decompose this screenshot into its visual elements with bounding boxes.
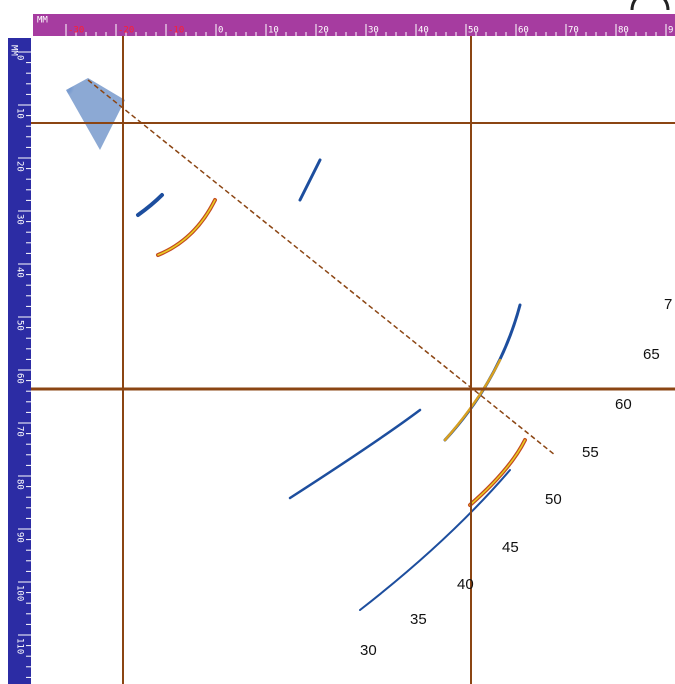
angle-label: 65 (643, 346, 660, 363)
angle-label: 7 (664, 296, 672, 313)
angle-label: 40 (457, 576, 474, 593)
corner-icon (632, 0, 668, 10)
ruler-label: 20 (15, 161, 25, 172)
ruler-label: 30 (15, 214, 25, 225)
ruler-label: 70 (15, 426, 25, 437)
ruler-label: 60 (518, 26, 529, 36)
sector-scan (66, 78, 662, 632)
ruler-label: 110 (15, 638, 25, 654)
sscan-view: MM-30-20-10010203040506070809 MM01020304… (0, 0, 675, 684)
angle-label: 50 (545, 491, 562, 508)
ruler-label: 90 (15, 532, 25, 543)
angle-label: 30 (360, 642, 377, 659)
ruler-label: 9 (668, 26, 673, 36)
angle-label: 35 (410, 611, 427, 628)
ruler-label: 30 (368, 26, 379, 36)
ruler-label: 40 (418, 26, 429, 36)
ruler-label: 50 (468, 26, 479, 36)
ruler-label: 10 (15, 108, 25, 119)
ruler-label: 40 (15, 267, 25, 278)
ruler-label: 0 (15, 55, 25, 60)
ruler-label: 80 (15, 479, 25, 490)
angle-label: 45 (502, 539, 519, 556)
ruler-label: 80 (618, 26, 629, 36)
ruler-label: 60 (15, 373, 25, 384)
ruler-label: 50 (15, 320, 25, 331)
ruler-label: -20 (118, 26, 134, 36)
angle-label: 60 (615, 396, 632, 413)
ruler-label: 10 (268, 26, 279, 36)
ruler-label: 100 (15, 585, 25, 601)
ruler-label: 20 (318, 26, 329, 36)
angle-label: 55 (582, 444, 599, 461)
ruler-label: -10 (168, 26, 184, 36)
ruler-label: -30 (68, 26, 84, 36)
ruler-label: 70 (568, 26, 579, 36)
ruler-label: 0 (218, 26, 223, 36)
ruler-unit: MM (37, 16, 48, 26)
